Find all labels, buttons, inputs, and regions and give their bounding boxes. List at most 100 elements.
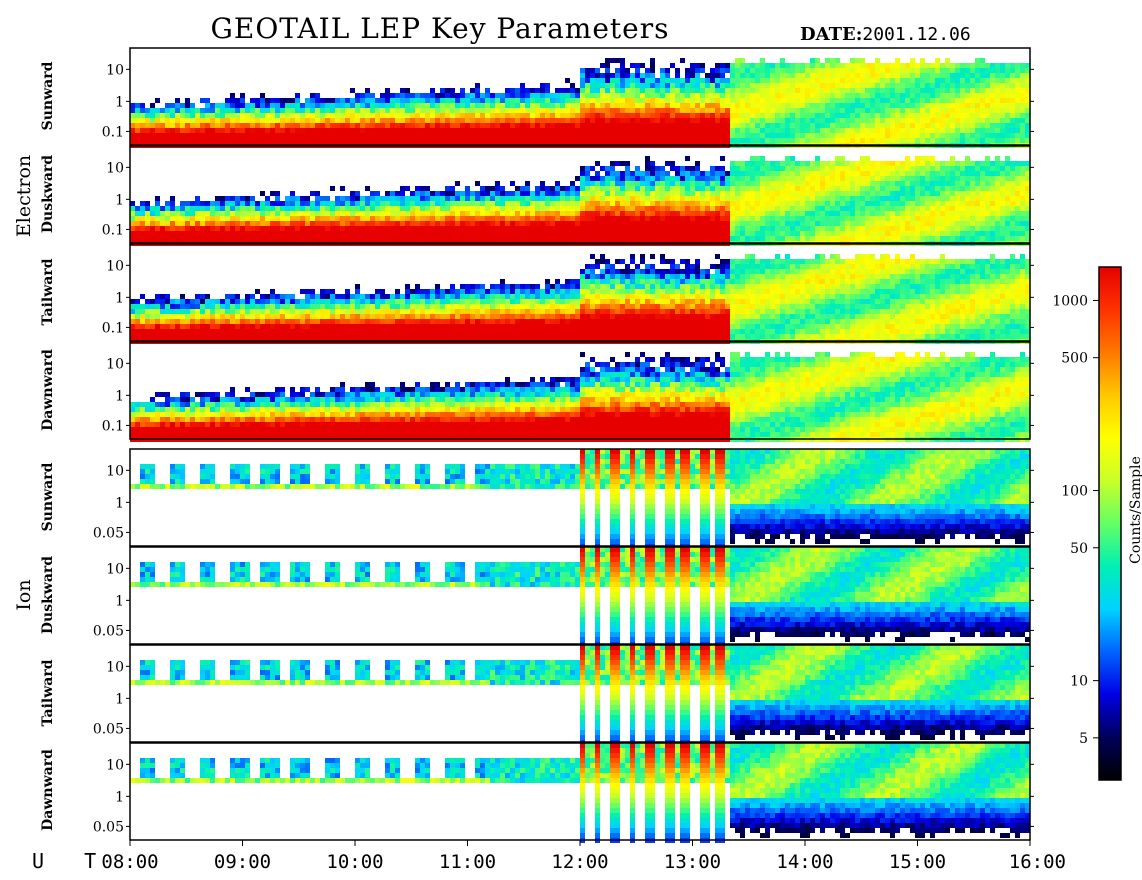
- spectrogram-cell: [605, 73, 610, 78]
- spectrogram-cell: [645, 108, 650, 113]
- spectrogram-cell: [1020, 161, 1025, 166]
- spectrogram-cell: [185, 201, 190, 206]
- spectrogram-cell: [990, 93, 995, 98]
- spectrogram-cell: [725, 93, 730, 98]
- spectrogram-cell: [870, 221, 875, 226]
- spectrogram-cell: [955, 221, 960, 226]
- spectrogram-cell: [615, 196, 620, 201]
- spectrogram-cell: [575, 196, 580, 201]
- spectrogram-cell: [610, 93, 615, 98]
- spectrogram-cell: [655, 113, 660, 118]
- spectrogram-cell: [915, 186, 920, 191]
- spectrogram-cell: [940, 211, 945, 216]
- spectrogram-cell: [550, 186, 555, 191]
- spectrogram-cell: [595, 88, 600, 93]
- spectrogram-cell: [355, 221, 360, 226]
- spectrogram-cell: [585, 88, 590, 93]
- spectrogram-cell: [535, 113, 540, 118]
- spectrogram-cell: [455, 133, 460, 138]
- spectrogram-cell: [415, 221, 420, 226]
- spectrogram-cell: [990, 138, 995, 143]
- spectrogram-cell: [1025, 73, 1030, 78]
- spectrogram-cell: [130, 108, 135, 113]
- spectrogram-cell: [485, 236, 490, 241]
- spectrogram-cell: [365, 211, 370, 216]
- spectrogram-cell: [990, 236, 995, 241]
- spectrogram-cell: [725, 226, 730, 231]
- spectrogram-cell: [590, 166, 595, 171]
- spectrogram-cell: [875, 191, 880, 196]
- spectrogram-cell: [980, 73, 985, 78]
- spectrogram-cell: [440, 211, 445, 216]
- spectrogram-cell: [295, 231, 300, 236]
- spectrogram-cell: [235, 206, 240, 211]
- spectrogram-cell: [975, 176, 980, 181]
- spectrogram-cell: [880, 206, 885, 211]
- spectrogram-cell: [760, 108, 765, 113]
- spectrogram-cell: [625, 171, 630, 176]
- spectrogram-cell: [150, 123, 155, 128]
- spectrogram-cell: [360, 138, 365, 143]
- spectrogram-cell: [185, 236, 190, 241]
- spectrogram-cell: [465, 113, 470, 118]
- spectrogram-cell: [790, 133, 795, 138]
- spectrogram-cell: [450, 221, 455, 226]
- spectrogram-cell: [880, 216, 885, 221]
- spectrogram-cell: [605, 181, 610, 186]
- spectrogram-cell: [770, 216, 775, 221]
- spectrogram-cell: [790, 88, 795, 93]
- spectrogram-cell: [925, 216, 930, 221]
- spectrogram-cell: [505, 103, 510, 108]
- spectrogram-cell: [665, 171, 670, 176]
- spectrogram-cell: [190, 226, 195, 231]
- spectrogram-cell: [540, 93, 545, 98]
- spectrogram-cell: [525, 93, 530, 98]
- spectrogram-cell: [610, 236, 615, 241]
- spectrogram-cell: [945, 196, 950, 201]
- spectrogram-cell: [490, 118, 495, 123]
- spectrogram-cell: [380, 138, 385, 143]
- spectrogram-cell: [780, 98, 785, 103]
- spectrogram-cell: [780, 138, 785, 143]
- spectrogram-cell: [955, 216, 960, 221]
- spectrogram-cell: [820, 118, 825, 123]
- spectrogram-cell: [855, 98, 860, 103]
- spectrogram-cell: [1020, 196, 1025, 201]
- spectrogram-cell: [170, 133, 175, 138]
- spectrogram-cell: [825, 63, 830, 68]
- spectrogram-cell: [825, 161, 830, 166]
- spectrogram-cell: [580, 113, 585, 118]
- spectrogram-cell: [995, 216, 1000, 221]
- spectrogram-cell: [450, 93, 455, 98]
- spectrogram-cell: [360, 113, 365, 118]
- spectrogram-cell: [220, 231, 225, 236]
- spectrogram-cell: [935, 196, 940, 201]
- spectrogram-cell: [620, 68, 625, 73]
- spectrogram-cell: [310, 113, 315, 118]
- spectrogram-cell: [535, 98, 540, 103]
- spectrogram-cell: [525, 128, 530, 133]
- spectrogram-cell: [340, 128, 345, 133]
- spectrogram-cell: [585, 236, 590, 241]
- spectrogram-cell: [285, 216, 290, 221]
- spectrogram-cell: [635, 83, 640, 88]
- spectrogram-cell: [570, 206, 575, 211]
- spectrogram-cell: [540, 221, 545, 226]
- spectrogram-cell: [970, 88, 975, 93]
- spectrogram-cell: [650, 166, 655, 171]
- spectrogram-cell: [325, 133, 330, 138]
- spectrogram-cell: [535, 133, 540, 138]
- spectrogram-cell: [715, 186, 720, 191]
- spectrogram-cell: [600, 221, 605, 226]
- spectrogram-cell: [415, 201, 420, 206]
- spectrogram-cell: [790, 211, 795, 216]
- spectrogram-cell: [430, 231, 435, 236]
- spectrogram-cell: [285, 128, 290, 133]
- spectrogram-cell: [915, 156, 920, 161]
- spectrogram-cell: [690, 171, 695, 176]
- spectrogram-cell: [635, 226, 640, 231]
- spectrogram-cell: [585, 108, 590, 113]
- spectrogram-cell: [255, 221, 260, 226]
- spectrogram-cell: [355, 103, 360, 108]
- spectrogram-cell: [560, 123, 565, 128]
